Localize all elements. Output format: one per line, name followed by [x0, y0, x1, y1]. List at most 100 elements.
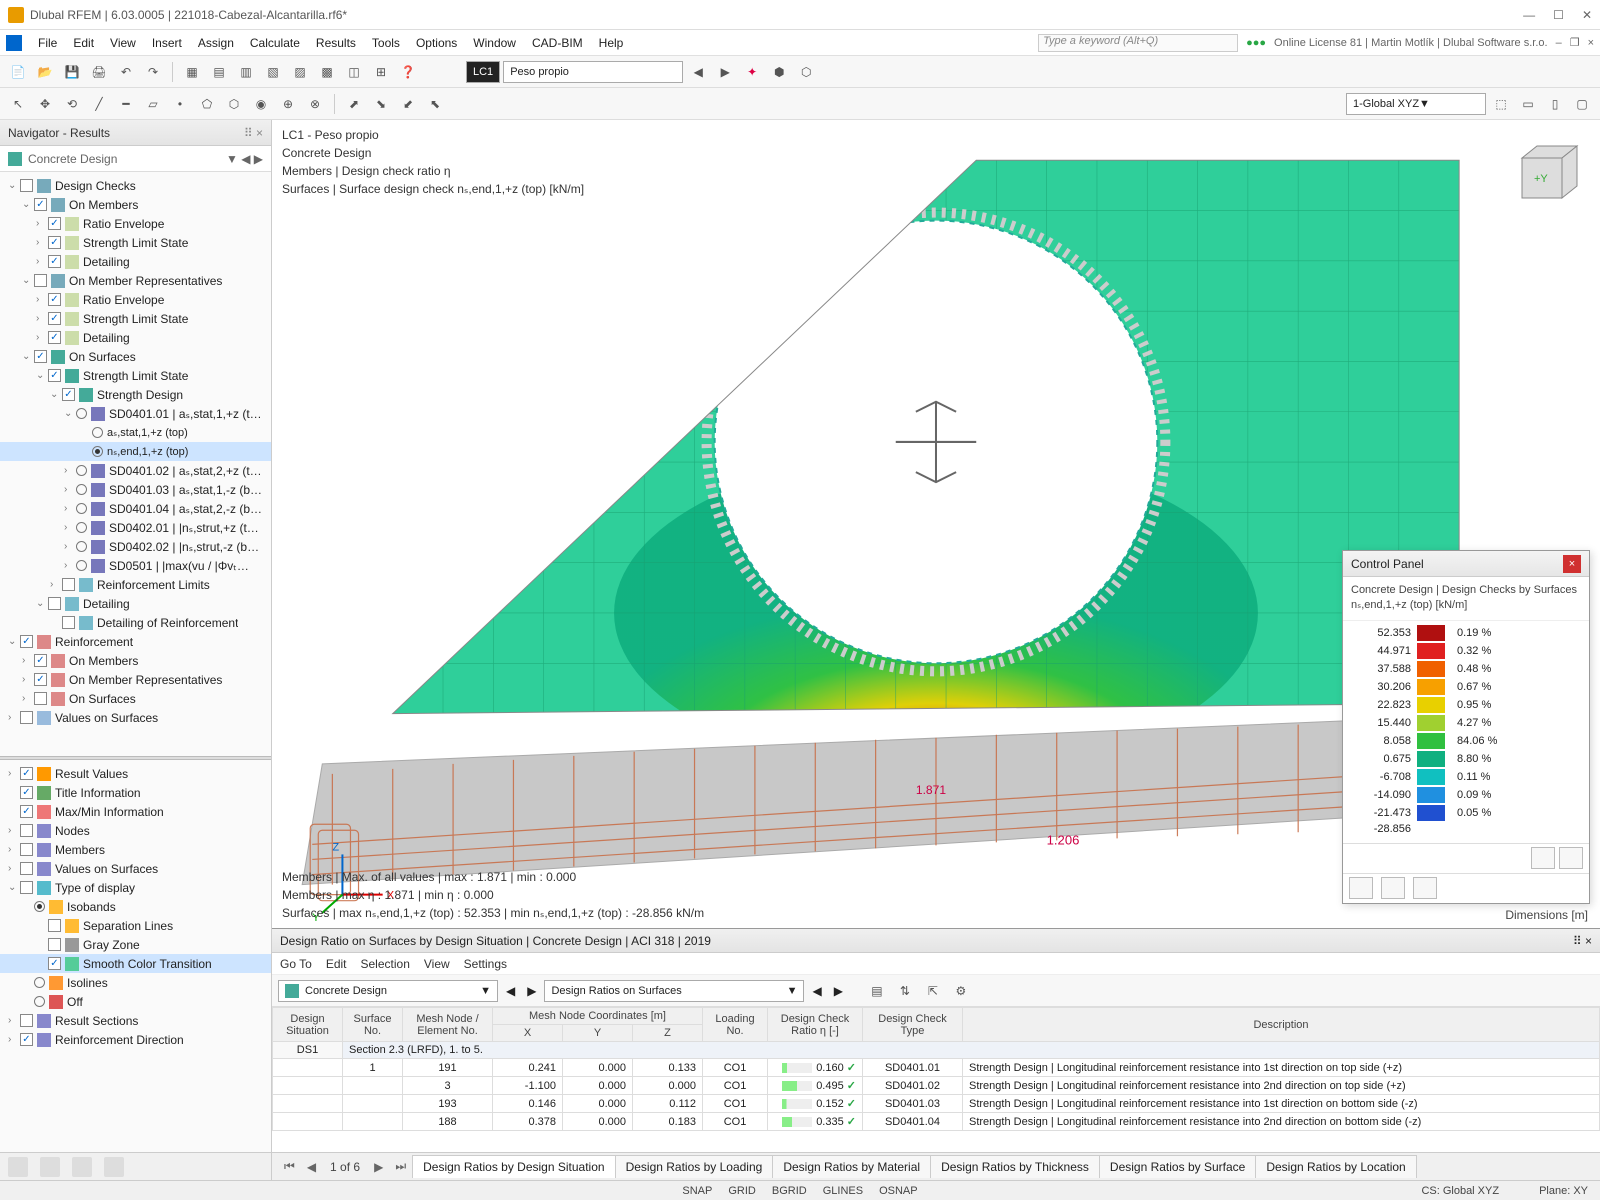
tree-item[interactable]: ›SD0402.01 | |nₛ,strut,+z (t… — [0, 518, 271, 537]
results-menu-edit[interactable]: Edit — [326, 957, 347, 971]
tree-item[interactable]: ⌄Design Checks — [0, 176, 271, 195]
generic-tool-icon[interactable]: ⬋ — [396, 92, 420, 116]
table-row[interactable]: 193 0.1460.0000.112CO1 0.152 ✓ SD0401.03… — [273, 1095, 1600, 1113]
result-tab[interactable]: Design Ratios by Location — [1255, 1155, 1416, 1178]
tree-item[interactable]: ›Nodes — [0, 821, 271, 840]
help-button[interactable]: ❓ — [396, 60, 420, 84]
lc-prev-button[interactable]: ◀ — [686, 60, 710, 84]
redo-button[interactable]: ↷ — [141, 60, 165, 84]
status-bgrid[interactable]: BGRID — [772, 1185, 807, 1197]
print-button[interactable]: 🖨 — [87, 60, 111, 84]
lc-next-button[interactable]: ▶ — [713, 60, 737, 84]
generic-tool-icon[interactable]: ⊞ — [369, 60, 393, 84]
view-iso-button[interactable]: ⬚ — [1489, 92, 1513, 116]
results-pane-controls[interactable]: ⠿ × — [1573, 934, 1592, 948]
navigator-combo[interactable]: Concrete Design▼ ◀ ▶ — [0, 146, 271, 172]
settings-tool[interactable]: ⚙ — [949, 979, 973, 1003]
minimize-button[interactable]: — — [1523, 8, 1535, 22]
generic-tool-icon[interactable]: ▩ — [315, 60, 339, 84]
menu-tools[interactable]: Tools — [364, 33, 408, 53]
tree-item[interactable]: ⌄On Member Representatives — [0, 271, 271, 290]
tree-item[interactable]: ›SD0402.02 | |nₛ,strut,-z (b… — [0, 537, 271, 556]
mdi-close-button[interactable]: × — [1588, 37, 1594, 49]
menu-window[interactable]: Window — [465, 33, 524, 53]
col-y[interactable]: Y — [563, 1025, 633, 1042]
generic-tool-icon[interactable]: ▧ — [261, 60, 285, 84]
col-description[interactable]: Description — [963, 1008, 1600, 1042]
tree-item[interactable]: ⌄SD0401.01 | aₛ,stat,1,+z (t… — [0, 404, 271, 423]
generic-tool-icon[interactable]: ▥ — [234, 60, 258, 84]
tree-item[interactable]: ›✓Ratio Envelope — [0, 214, 271, 233]
generic-tool-icon[interactable]: ▤ — [207, 60, 231, 84]
status-grid[interactable]: GRID — [728, 1185, 756, 1197]
result-tab[interactable]: Design Ratios by Material — [772, 1155, 931, 1178]
surface-tool[interactable]: ▱ — [141, 92, 165, 116]
navigator-pin-icon[interactable]: ⠿ × — [244, 126, 263, 140]
generic-tool-icon[interactable]: ◫ — [342, 60, 366, 84]
col-z[interactable]: Z — [633, 1025, 703, 1042]
keyword-search[interactable]: Type a keyword (Alt+Q) — [1038, 34, 1238, 52]
tree-item[interactable]: ⌄✓On Members — [0, 195, 271, 214]
col-x[interactable]: X — [493, 1025, 563, 1042]
generic-tool-icon[interactable]: ▦ — [180, 60, 204, 84]
tree-item[interactable]: ›SD0401.04 | aₛ,stat,2,-z (b… — [0, 499, 271, 518]
status-osnap[interactable]: OSNAP — [879, 1185, 918, 1197]
menu-options[interactable]: Options — [408, 33, 465, 53]
legend-btn-3[interactable] — [1349, 877, 1373, 899]
results-table[interactable]: Design Situation Surface No. Mesh Node /… — [272, 1007, 1600, 1152]
tree-item[interactable]: ✓Title Information — [0, 783, 271, 802]
generic-tool-icon[interactable]: ⬉ — [423, 92, 447, 116]
line-tool[interactable]: ╱ — [87, 92, 111, 116]
menu-edit[interactable]: Edit — [65, 33, 102, 53]
control-panel[interactable]: Control Panel × Concrete Design | Design… — [1342, 550, 1590, 904]
legend-btn-2[interactable] — [1559, 847, 1583, 869]
tree-item[interactable]: ⌄✓Reinforcement — [0, 632, 271, 651]
generic-tool-icon[interactable]: ⬡ — [222, 92, 246, 116]
maximize-button[interactable]: ☐ — [1553, 8, 1564, 22]
status-glines[interactable]: GLINES — [823, 1185, 863, 1197]
view-front-button[interactable]: ▭ — [1516, 92, 1540, 116]
results-nav-prev[interactable]: ◀ — [502, 984, 519, 998]
results-menu-view[interactable]: View — [424, 957, 450, 971]
move-tool[interactable]: ✥ — [33, 92, 57, 116]
ds-cell[interactable]: DS1 — [273, 1042, 343, 1059]
tree-item[interactable]: ✓Max/Min Information — [0, 802, 271, 821]
tree-item[interactable]: ⌄✓On Surfaces — [0, 347, 271, 366]
tab-last[interactable]: ⏭ — [389, 1159, 412, 1174]
menu-assign[interactable]: Assign — [190, 33, 242, 53]
tree-item[interactable]: ›Members — [0, 840, 271, 859]
tree-item[interactable]: ›✓On Member Representatives — [0, 670, 271, 689]
filter-tool[interactable]: ▤ — [865, 979, 889, 1003]
results-menu-settings[interactable]: Settings — [464, 957, 507, 971]
tree-item[interactable]: Isobands — [0, 897, 271, 916]
tab-prev[interactable]: ◀ — [301, 1160, 322, 1174]
generic-tool-icon[interactable]: ⬈ — [342, 92, 366, 116]
generic-tool-icon[interactable]: ◉ — [249, 92, 273, 116]
tree-item[interactable]: ›✓Strength Limit State — [0, 233, 271, 252]
tree-item[interactable]: ›✓Detailing — [0, 328, 271, 347]
tree-item[interactable]: ›✓Result Values — [0, 764, 271, 783]
menu-results[interactable]: Results — [308, 33, 364, 53]
col-design-situation[interactable]: Design Situation — [273, 1008, 343, 1042]
tab-next[interactable]: ▶ — [368, 1160, 389, 1174]
tree-item[interactable]: ›SD0401.02 | aₛ,stat,2,+z (t… — [0, 461, 271, 480]
tree-item[interactable]: Gray Zone — [0, 935, 271, 954]
save-button[interactable]: 💾 — [60, 60, 84, 84]
menu-cad-bim[interactable]: CAD-BIM — [524, 33, 591, 53]
node-tool[interactable]: • — [168, 92, 192, 116]
col-type[interactable]: Design Check Type — [863, 1008, 963, 1042]
table-row[interactable]: 188 0.3780.0000.183CO1 0.335 ✓ SD0401.04… — [273, 1113, 1600, 1131]
view-side-button[interactable]: ▯ — [1543, 92, 1567, 116]
result-tab[interactable]: Design Ratios by Thickness — [930, 1155, 1100, 1178]
results-combo-2[interactable]: Design Ratios on Surfaces▼ — [544, 980, 804, 1002]
tree-item[interactable]: Separation Lines — [0, 916, 271, 935]
model-viewport[interactable]: X Z Y 1.206 1.871 LC1 - Peso propioConcr… — [272, 120, 1600, 928]
tree-item[interactable]: ›On Surfaces — [0, 689, 271, 708]
tree-item[interactable]: aₛ,stat,1,+z (top) — [0, 423, 271, 442]
view-cube[interactable]: +Y — [1502, 138, 1582, 218]
coordinate-system-select[interactable]: 1 - Global XYZ ▼ — [1346, 93, 1486, 115]
tree-item[interactable]: ›SD0501 | |max(vu / |Φvₜ… — [0, 556, 271, 575]
tree-item[interactable]: Isolines — [0, 973, 271, 992]
tree-item[interactable]: ›✓Strength Limit State — [0, 309, 271, 328]
tree-item[interactable]: ›✓Reinforcement Direction — [0, 1030, 271, 1049]
